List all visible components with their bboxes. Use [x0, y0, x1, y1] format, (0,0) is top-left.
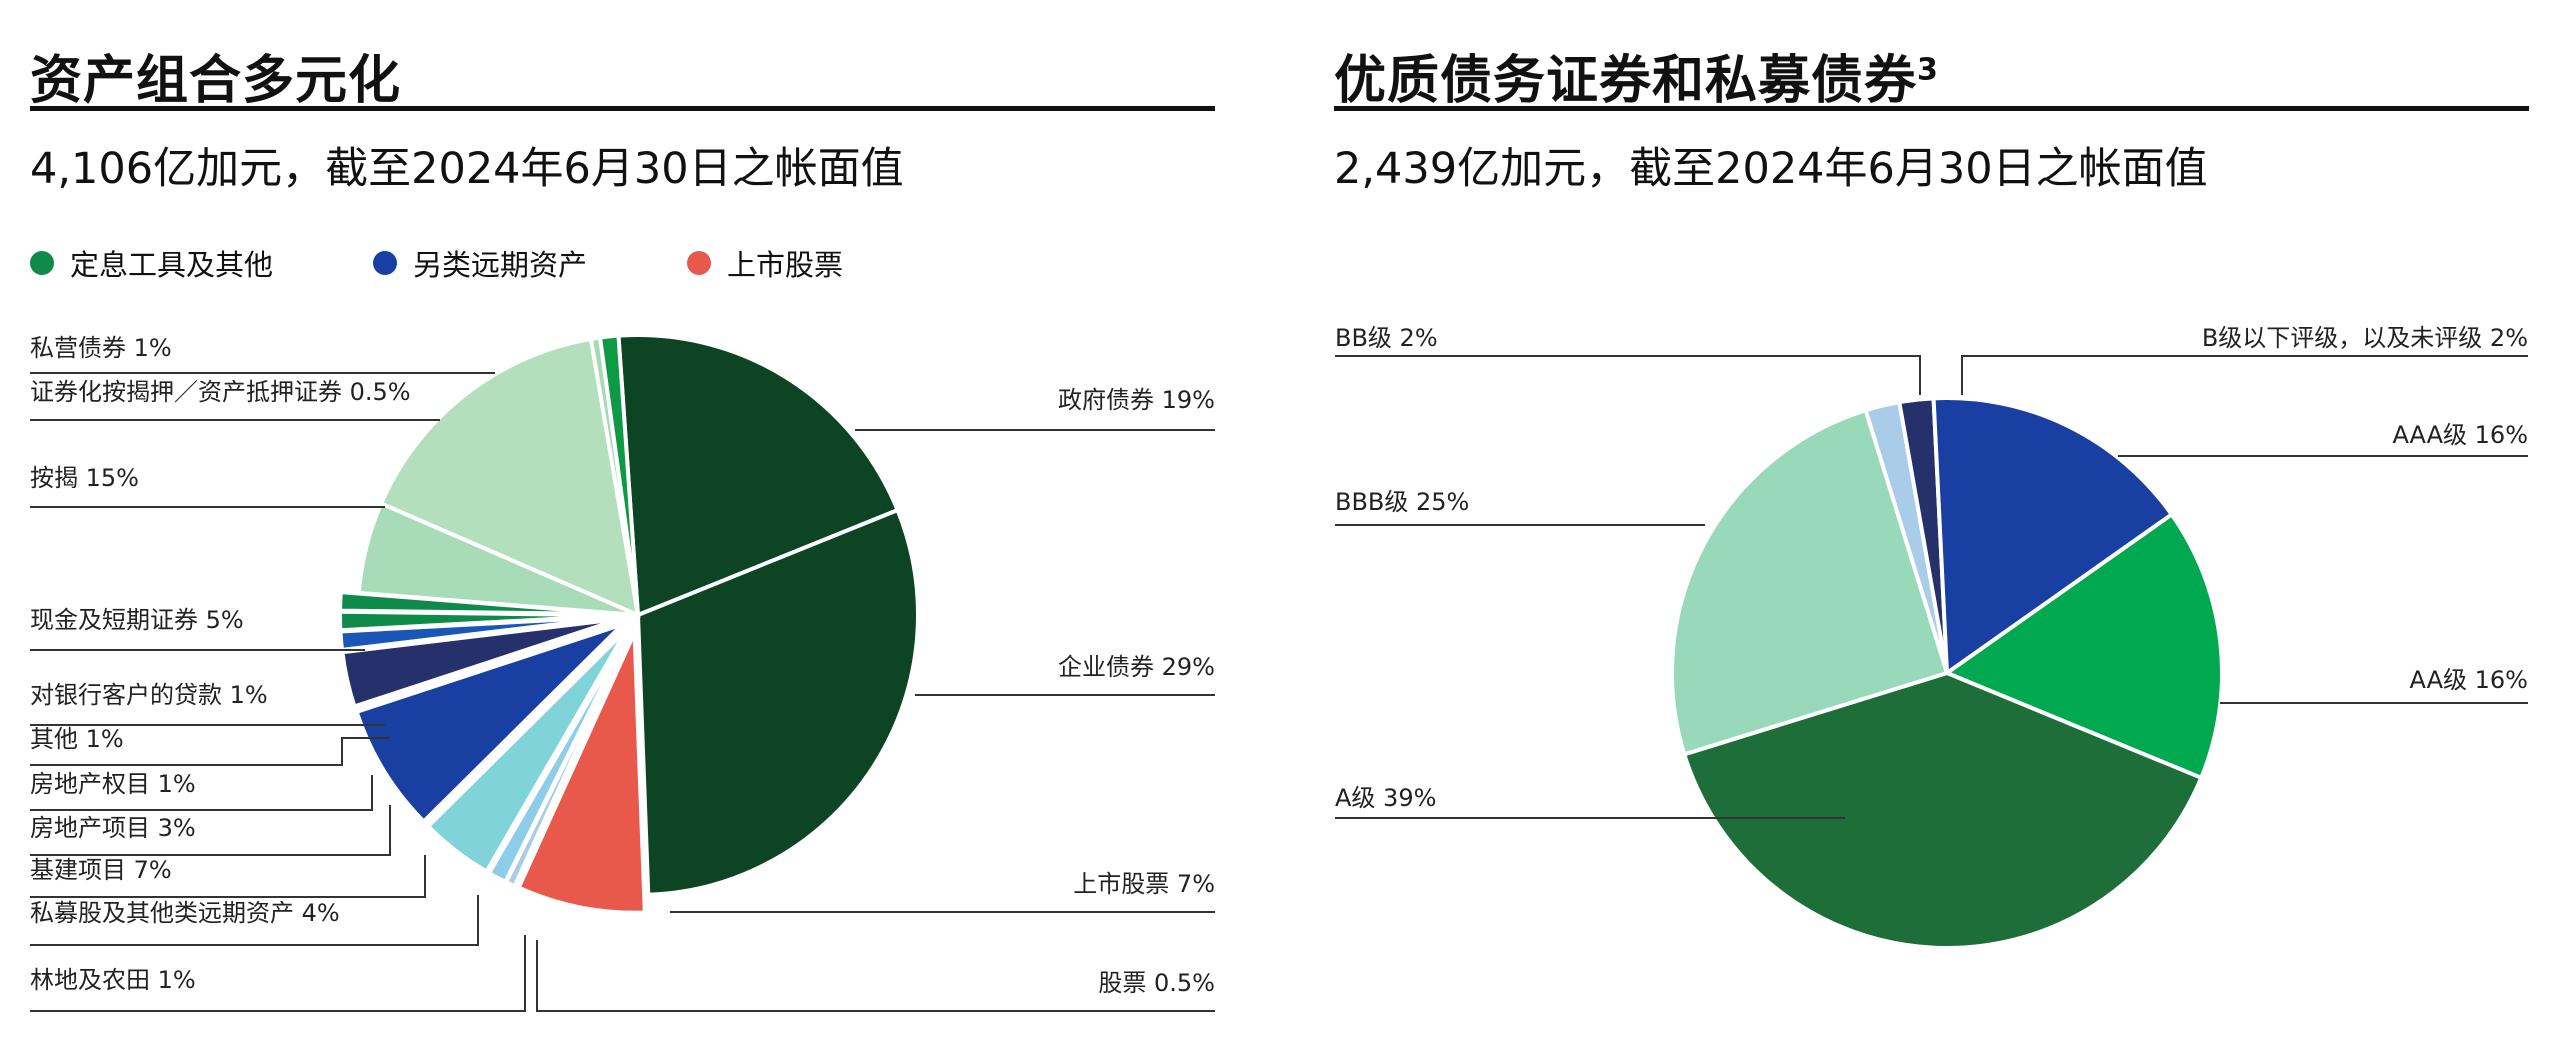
right-chart-title: 优质债务证券和私募债券3 — [1334, 38, 1939, 113]
right-pie-label-4: AA级 16% — [2410, 666, 2528, 694]
left-pie-label-6: 按揭 15% — [30, 464, 139, 492]
right-title-text: 优质债务证券和私募债券 — [1334, 51, 1918, 111]
left-legend: 定息工具及其他 另类远期资产 上市股票 — [30, 242, 943, 284]
right-pie-label-1: B级以下评级，以及未评级 2% — [2202, 324, 2528, 352]
left-pie-label-10: 房地产权目 1% — [30, 770, 196, 798]
legend-label: 另类远期资产 — [413, 248, 588, 282]
left-pie-slice-2 — [516, 631, 647, 915]
left-pie-label-9: 其他 1% — [30, 725, 124, 753]
legend-swatch — [687, 251, 712, 275]
left-pie-label-4: 私营债券 1% — [30, 334, 172, 362]
left-chart-title: 资产组合多元化 — [30, 51, 402, 111]
right-pie-slice-4 — [1670, 407, 1950, 757]
left-leader-line-13 — [30, 895, 479, 946]
left-pie-label-1: 企业债券 29% — [1058, 653, 1215, 681]
left-pie-slice-0 — [616, 333, 901, 618]
left-leader-line-3 — [536, 940, 1215, 1012]
left-pie-label-11: 房地产项目 3% — [30, 814, 196, 842]
left-leader-line-14 — [30, 935, 526, 1012]
right-title-rule — [1334, 106, 2529, 111]
right-pie-slice-3 — [1681, 670, 2204, 950]
left-leader-line-10 — [30, 775, 373, 811]
left-pie-label-14: 林地及农田 1% — [30, 966, 196, 994]
right-leader-line-1 — [1961, 355, 2528, 395]
left-pie-label-0: 政府债券 19% — [1058, 386, 1215, 414]
right-leader-line-0 — [1335, 355, 1921, 395]
left-leader-line-11 — [30, 805, 391, 856]
left-pie-slice-5 — [425, 627, 629, 875]
left-pie-label-8: 对银行客户的贷款 1% — [30, 681, 268, 709]
right-title-footnote: 3 — [1917, 52, 1939, 88]
left-pie-slice-4 — [486, 629, 632, 885]
left-leader-line-9 — [30, 737, 390, 766]
legend-swatch — [30, 251, 54, 275]
left-pie-label-7: 现金及短期证券 5% — [30, 606, 244, 634]
left-pie-label-3: 股票 0.5% — [1098, 969, 1215, 997]
right-pie-label-0: BB级 2% — [1335, 324, 1438, 352]
legend-label: 上市股票 — [727, 248, 844, 282]
legend-label: 定息工具及其他 — [70, 248, 274, 282]
left-pie-label-5: 证券化按揭押／资产抵押证券 0.5% — [30, 378, 411, 406]
right-pie-label-5: A级 39% — [1335, 784, 1436, 812]
right-chart-subtitle: 2,439亿加元，截至2024年6月30日之帐面值 — [1334, 144, 2208, 194]
right-pie-label-2: AAA级 16% — [2392, 421, 2528, 449]
legend-item-alternative: 另类远期资产 — [373, 242, 587, 284]
left-chart-panel: 资产组合多元化 4,106亿加元，截至2024年6月30日之帐面值 定息工具及其… — [0, 0, 1240, 1046]
left-pie-slice-1 — [635, 507, 920, 897]
right-chart-panel: 优质债务证券和私募债券3 2,439亿加元，截至2024年6月30日之帐面值 — [1300, 0, 2560, 1046]
right-pie-slice-1 — [1931, 396, 2175, 677]
left-pie-label-2: 上市股票 7% — [1073, 870, 1215, 898]
left-chart-subtitle: 4,106亿加元，截至2024年6月30日之帐面值 — [30, 144, 904, 194]
left-pie-label-12: 基建项目 7% — [30, 856, 172, 884]
left-title-rule — [30, 106, 1215, 111]
right-pie-label-3: BBB级 25% — [1335, 488, 1469, 516]
left-pie-slice-6 — [354, 622, 625, 825]
left-pie-slice-7 — [340, 616, 622, 709]
right-pie-slice-2 — [1942, 511, 2224, 781]
legend-swatch — [373, 251, 398, 275]
left-pie-slice-14 — [597, 333, 640, 616]
legend-item-fixed-income: 定息工具及其他 — [30, 242, 273, 284]
legend-item-equities: 上市股票 — [687, 242, 843, 284]
left-leader-line-12 — [30, 855, 426, 898]
left-pie-slice-12 — [378, 336, 641, 619]
right-pie-slice-5 — [1863, 399, 1949, 674]
left-pie-label-13: 私募股及其他类远期资产 4% — [30, 899, 340, 927]
